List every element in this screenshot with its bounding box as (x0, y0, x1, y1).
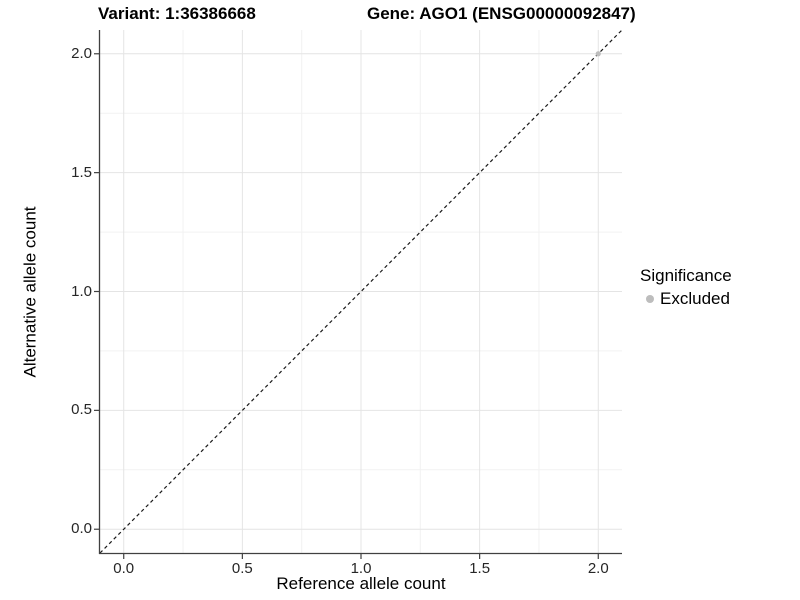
y-tick-label: 0.0 (71, 520, 92, 538)
y-tick-label: 1.0 (71, 282, 92, 300)
x-tick-label: 1.5 (469, 560, 491, 577)
y-tick-label: 1.5 (71, 163, 92, 181)
x-tick-label: 0.5 (231, 560, 253, 577)
x-tick-label: 2.0 (587, 560, 609, 577)
data-point (595, 51, 601, 57)
legend-point-swatch (646, 295, 654, 303)
y-axis-title: Alternative allele count (21, 205, 41, 378)
y-axis-title-box: Alternative allele count (13, 30, 49, 553)
y-tick-label: 0.5 (71, 401, 92, 419)
y-tick-label: 2.0 (71, 44, 92, 62)
legend-items: Excluded (640, 289, 732, 309)
x-tick-label: 1.0 (350, 560, 372, 577)
x-tick-label: 0.0 (113, 560, 135, 577)
variant-title: Variant: 1:36386668 (98, 4, 256, 23)
legend-title: Significance (640, 266, 732, 285)
legend-item-label: Excluded (660, 289, 730, 308)
x-axis-title: Reference allele count (276, 574, 446, 593)
legend: Significance Excluded (640, 266, 732, 309)
gene-title: Gene: AGO1 (ENSG00000092847) (367, 4, 636, 23)
legend-item: Excluded (640, 289, 732, 309)
